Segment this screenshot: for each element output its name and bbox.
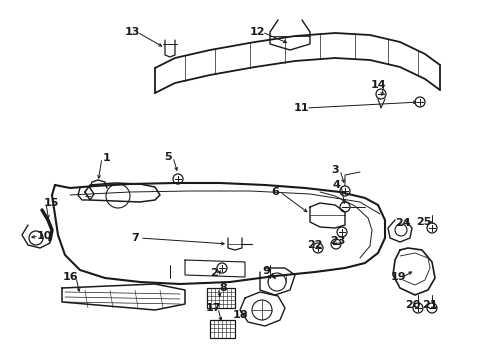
Text: 10: 10: [36, 231, 52, 241]
Text: 1: 1: [103, 153, 111, 163]
Text: 24: 24: [394, 218, 410, 228]
Text: 18: 18: [232, 310, 247, 320]
Text: 11: 11: [293, 103, 308, 113]
Text: 16: 16: [63, 272, 79, 282]
Text: 17: 17: [205, 303, 220, 313]
Text: 3: 3: [330, 165, 338, 175]
Text: 9: 9: [262, 266, 269, 276]
Text: 15: 15: [43, 198, 59, 208]
Text: 2: 2: [210, 268, 218, 278]
Text: 21: 21: [421, 300, 437, 310]
Text: 12: 12: [249, 27, 264, 37]
Text: 14: 14: [370, 80, 386, 90]
Text: 23: 23: [329, 236, 345, 246]
Text: 13: 13: [124, 27, 140, 37]
Bar: [209, 320, 235, 338]
Text: 5: 5: [164, 152, 171, 162]
Bar: [206, 288, 235, 308]
Text: 20: 20: [405, 300, 420, 310]
Text: 25: 25: [415, 217, 431, 227]
Text: 7: 7: [131, 233, 139, 243]
Text: 22: 22: [306, 240, 322, 250]
Text: 4: 4: [331, 180, 339, 190]
Text: 19: 19: [389, 272, 405, 282]
Text: 6: 6: [270, 187, 278, 197]
Text: 8: 8: [219, 283, 226, 293]
